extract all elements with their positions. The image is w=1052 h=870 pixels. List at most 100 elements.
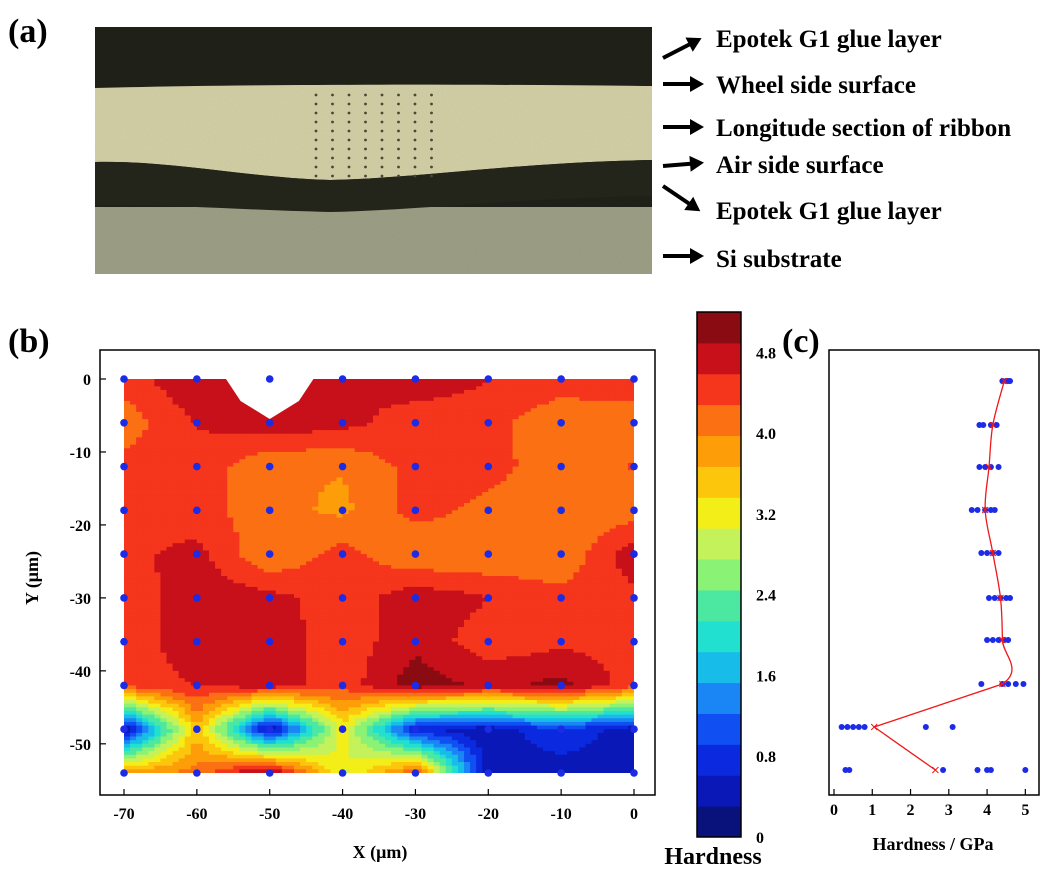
contour-cell bbox=[324, 528, 331, 533]
contour-cell bbox=[269, 455, 277, 460]
contour-cell bbox=[457, 492, 465, 497]
contour-cell bbox=[482, 426, 489, 431]
contour-cell bbox=[160, 554, 167, 559]
contour-cell bbox=[476, 517, 483, 522]
contour-cell bbox=[312, 583, 319, 588]
contour-cell bbox=[130, 441, 137, 446]
contour-cell bbox=[202, 451, 210, 457]
contour-cell bbox=[233, 528, 240, 533]
contour-cell bbox=[348, 586, 356, 591]
indent-mark bbox=[331, 147, 334, 151]
contour-cell bbox=[354, 561, 362, 566]
contour-cell bbox=[136, 528, 143, 533]
contour-cell bbox=[603, 506, 611, 511]
contour-cell bbox=[196, 400, 204, 405]
contour-cell bbox=[142, 408, 149, 413]
contour-cell bbox=[615, 492, 623, 497]
contour-cell bbox=[391, 404, 398, 409]
contour-cell bbox=[561, 535, 568, 540]
contour-cell bbox=[403, 455, 410, 460]
contour-cell bbox=[621, 513, 629, 519]
contour-cell bbox=[579, 411, 586, 416]
contour-cell bbox=[209, 532, 216, 537]
contour-cell bbox=[536, 576, 544, 581]
contour-cell bbox=[336, 513, 343, 519]
contour-cell bbox=[306, 532, 313, 537]
contour-cell bbox=[354, 488, 362, 493]
contour-cell bbox=[287, 532, 295, 537]
contour-cell bbox=[512, 594, 520, 599]
contour-cell bbox=[239, 568, 246, 573]
contour-cell bbox=[142, 466, 149, 471]
indent-mark bbox=[331, 129, 334, 133]
contour-cell bbox=[409, 517, 416, 522]
contour-cell bbox=[124, 586, 131, 591]
contour-cell bbox=[318, 557, 325, 562]
contour-cell bbox=[160, 586, 167, 591]
contour-cell bbox=[603, 451, 611, 457]
contour-cell bbox=[445, 426, 453, 431]
contour-cell bbox=[227, 572, 234, 577]
contour-cell bbox=[530, 495, 538, 500]
contour-cell bbox=[476, 459, 483, 464]
contour-cell bbox=[148, 495, 155, 500]
contour-cell bbox=[215, 433, 222, 438]
contour-cell bbox=[372, 524, 380, 529]
contour-cell bbox=[136, 473, 143, 478]
contour-cell bbox=[360, 437, 368, 442]
contour-cell bbox=[488, 586, 495, 591]
contour-cell bbox=[330, 583, 337, 588]
contour-cell bbox=[585, 499, 592, 504]
contour-cell bbox=[451, 386, 459, 391]
contour-cell bbox=[178, 400, 186, 405]
contour-cell bbox=[549, 495, 556, 500]
contour-cell bbox=[445, 550, 453, 555]
contour-cell bbox=[354, 470, 362, 475]
contour-cell bbox=[530, 557, 538, 562]
contour-cell bbox=[221, 528, 228, 533]
contour-cell bbox=[209, 451, 216, 457]
contour-cell bbox=[482, 437, 489, 442]
contour-cell bbox=[561, 473, 568, 478]
contour-cell bbox=[239, 444, 246, 449]
contour-cell bbox=[190, 404, 198, 409]
contour-cell bbox=[457, 470, 465, 475]
contour-cell bbox=[512, 415, 520, 420]
contour-cell bbox=[403, 389, 410, 394]
contour-cell bbox=[482, 546, 489, 551]
contour-cell bbox=[294, 419, 301, 424]
contour-cell bbox=[524, 408, 532, 413]
contour-cell bbox=[227, 430, 234, 435]
contour-cell bbox=[366, 477, 374, 482]
contour-cell bbox=[227, 583, 234, 588]
annotation-arrowhead bbox=[690, 119, 704, 135]
contour-cell bbox=[281, 554, 289, 559]
contour-cell bbox=[300, 400, 307, 405]
contour-cell bbox=[561, 517, 568, 522]
contour-cell bbox=[245, 539, 252, 544]
contour-cell bbox=[427, 565, 435, 570]
contour-cell bbox=[573, 426, 580, 431]
contour-cell bbox=[269, 513, 277, 519]
contour-cell bbox=[166, 470, 173, 475]
contour-cell bbox=[336, 400, 343, 405]
contour-cell bbox=[524, 404, 532, 409]
contour-cell bbox=[269, 510, 277, 515]
contour-cell bbox=[306, 568, 313, 573]
contour-cell bbox=[300, 503, 307, 508]
panel-label-a: (a) bbox=[8, 13, 48, 50]
indent-mark bbox=[380, 174, 384, 178]
contour-cell bbox=[464, 389, 471, 394]
micrograph-image bbox=[95, 27, 652, 274]
contour-cell bbox=[275, 568, 283, 573]
contour-cell bbox=[324, 568, 331, 573]
contour-cell bbox=[542, 554, 550, 559]
contour-cell bbox=[379, 426, 386, 431]
contour-cell bbox=[494, 448, 501, 453]
contour-cell bbox=[178, 430, 186, 435]
contour-cell bbox=[324, 521, 331, 526]
contour-cell bbox=[251, 419, 258, 424]
contour-cell bbox=[336, 473, 343, 478]
contour-cell bbox=[427, 389, 435, 394]
contour-cell bbox=[348, 528, 356, 533]
